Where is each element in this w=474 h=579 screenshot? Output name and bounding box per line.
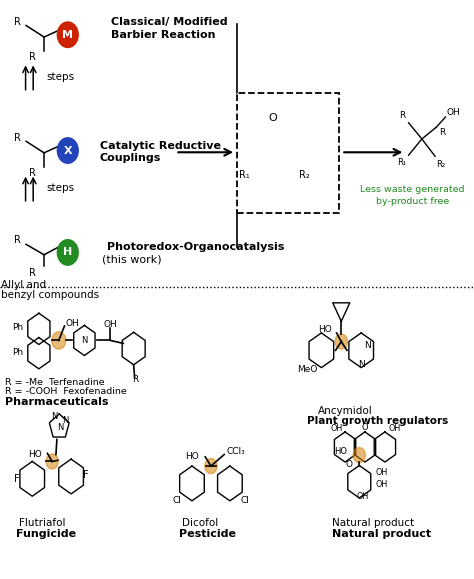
Text: N: N [81, 336, 88, 345]
Text: Dicofol: Dicofol [182, 518, 219, 529]
Text: Cl: Cl [173, 496, 181, 505]
Text: R: R [29, 167, 36, 178]
Text: F: F [14, 474, 20, 484]
Circle shape [57, 138, 78, 163]
Text: OH: OH [388, 424, 401, 433]
Circle shape [52, 332, 66, 349]
Text: MeO: MeO [297, 365, 317, 374]
Text: Allyl and: Allyl and [1, 280, 46, 290]
Text: Cl: Cl [241, 496, 249, 505]
Text: O: O [269, 113, 277, 123]
Circle shape [205, 459, 217, 474]
Text: R: R [14, 133, 21, 143]
Text: R: R [439, 127, 446, 137]
Text: N: N [358, 360, 365, 369]
Text: OH: OH [103, 320, 117, 329]
Text: O: O [346, 460, 352, 469]
Text: HO: HO [318, 325, 332, 334]
Text: M: M [62, 30, 73, 40]
Text: Ancymidol: Ancymidol [318, 406, 373, 416]
Text: H: H [63, 247, 73, 258]
Text: OH: OH [330, 424, 343, 433]
Text: CCl₃: CCl₃ [226, 447, 245, 456]
Text: N: N [365, 341, 371, 350]
Text: HO: HO [28, 450, 42, 459]
Circle shape [46, 454, 58, 469]
Text: R₂: R₂ [299, 170, 310, 180]
Text: Catalytic Reductive: Catalytic Reductive [100, 141, 220, 151]
Text: OH: OH [375, 468, 388, 477]
Text: Pesticide: Pesticide [179, 529, 236, 539]
Text: O: O [362, 423, 368, 432]
Circle shape [57, 22, 78, 47]
Text: HO: HO [185, 452, 199, 461]
Text: R = -COOH  Fexofenadine: R = -COOH Fexofenadine [5, 387, 127, 397]
Text: R: R [132, 375, 139, 384]
Text: Classical/ Modified: Classical/ Modified [111, 17, 228, 27]
Text: R = -Me  Terfenadine: R = -Me Terfenadine [5, 378, 104, 387]
Text: by-product free: by-product free [376, 197, 449, 206]
Text: R: R [29, 268, 36, 278]
Text: Photoredox-Organocatalysis: Photoredox-Organocatalysis [107, 242, 284, 252]
Text: Flutriafol: Flutriafol [19, 518, 65, 529]
Text: R₁: R₁ [397, 157, 407, 167]
Bar [237, 93, 339, 213]
Text: OH: OH [447, 108, 460, 117]
Text: Barbier Reaction: Barbier Reaction [111, 30, 216, 40]
Text: R₁: R₁ [239, 170, 250, 180]
Text: Less waste generated: Less waste generated [360, 185, 465, 195]
Circle shape [57, 240, 78, 265]
Text: R: R [399, 111, 405, 120]
Text: Ph: Ph [12, 347, 23, 357]
Text: R: R [14, 234, 21, 245]
Text: Plant growth regulators: Plant growth regulators [307, 416, 448, 426]
Text: Ph: Ph [12, 323, 23, 332]
Text: N: N [62, 416, 68, 426]
Text: steps: steps [46, 183, 74, 193]
Circle shape [335, 334, 347, 349]
Text: HO: HO [334, 447, 347, 456]
Text: N: N [57, 423, 64, 433]
Text: R: R [14, 17, 21, 27]
Text: Natural product: Natural product [332, 529, 431, 539]
Text: steps: steps [46, 72, 74, 82]
Text: Pharmaceuticals: Pharmaceuticals [5, 397, 108, 408]
Text: OH: OH [65, 318, 79, 328]
Text: OH: OH [375, 479, 388, 489]
Text: OH: OH [356, 492, 369, 501]
Text: X: X [64, 145, 72, 156]
Text: Natural product: Natural product [332, 518, 414, 529]
Text: F: F [83, 470, 89, 481]
Text: R: R [29, 52, 36, 62]
Circle shape [353, 448, 365, 463]
Text: Couplings: Couplings [100, 153, 161, 163]
Text: Fungicide: Fungicide [16, 529, 76, 539]
Text: R₂: R₂ [436, 160, 446, 169]
Text: N: N [51, 412, 58, 421]
Text: benzyl compounds: benzyl compounds [1, 290, 99, 300]
Text: (this work): (this work) [102, 254, 162, 265]
